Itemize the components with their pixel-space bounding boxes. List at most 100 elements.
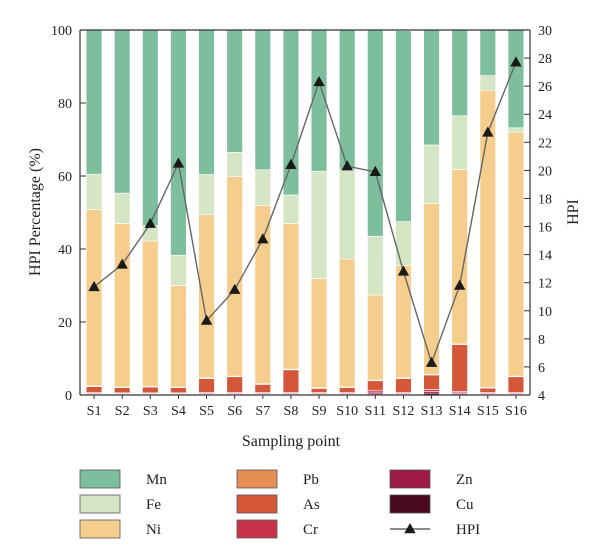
bar-fe-s15 [479, 75, 496, 91]
bar-fe-s6 [226, 151, 243, 177]
hpi-point-s7 [257, 233, 269, 244]
bar-as-s4 [170, 387, 187, 394]
bar-ni-s9 [310, 278, 328, 388]
bar-mn-s7 [254, 28, 271, 171]
y2-tick-label-18: 18 [538, 192, 552, 207]
legend-swatch-cr [236, 519, 278, 539]
bar-mn-s11 [367, 29, 384, 237]
bar-mn-s16 [507, 29, 525, 129]
axes-layer: 0 20 40 60 80 100 4 6 8 10 12 14 16 18 20 22 24 26 28 30 S1 S… [51, 24, 552, 419]
legend-swatch-fe [79, 494, 121, 514]
hpi-point-s10 [341, 160, 353, 171]
bar-fe-s2 [114, 192, 131, 224]
bar-as-s3 [142, 386, 159, 394]
legend-marker-hpi [404, 523, 416, 534]
legend: Mn Pb Zn Fe As Cu Ni Cr HPI [79, 469, 480, 539]
bar-as-s11 [367, 380, 384, 391]
bar-mn-s4 [170, 29, 187, 256]
hpi-point-s13 [425, 356, 438, 367]
bar-as-s7 [254, 384, 271, 393]
bar-ni-s12 [395, 265, 412, 379]
bar-fe-s3 [142, 225, 159, 242]
hpi-point-s12 [397, 265, 410, 276]
y2-tick-label-20: 20 [538, 164, 552, 179]
x-tick-label-s4: S4 [171, 404, 186, 419]
hpi-point-s2 [116, 258, 128, 269]
bar-as-s15 [479, 387, 496, 393]
hpi-point-s3 [144, 217, 157, 228]
x-tick-label-s14: S14 [449, 404, 471, 419]
legend-swatch-mn [79, 469, 121, 489]
bar-ni-s7 [254, 205, 271, 384]
bar-mn-s12 [395, 30, 412, 222]
x-tick-label-s5: S5 [199, 404, 214, 419]
bar-as-s10 [339, 387, 356, 393]
bar-as-s5 [198, 378, 215, 393]
hpi-point-s1 [88, 280, 100, 292]
hpi-point-s11 [369, 165, 382, 176]
x-tick-label-s8: S8 [284, 404, 299, 419]
bar-ni-s5 [198, 214, 215, 379]
y2-tick-label-6: 6 [538, 361, 545, 376]
y2-tick-label-30: 30 [538, 24, 552, 39]
bar-as-s14 [451, 344, 468, 392]
bar-ni-s8 [282, 223, 300, 370]
legend-swatch-as [236, 494, 278, 514]
bar-fe-s5 [198, 174, 215, 215]
bar-fe-s11 [367, 235, 384, 296]
y2-tick-label-22: 22 [538, 136, 552, 151]
x-tick-label-s13: S13 [421, 404, 443, 419]
x-tick-label-s11: S11 [365, 404, 386, 419]
bar-ni-s2 [114, 223, 131, 388]
x-tick-label-s10: S10 [336, 404, 358, 419]
bar-ni-s4 [170, 285, 187, 388]
y-tick-label-20: 20 [58, 316, 72, 331]
x-tick-label-s1: S1 [87, 404, 102, 419]
bar-mn-s1 [85, 29, 103, 175]
y2-tick-label-24: 24 [538, 108, 552, 123]
bar-as-s12 [395, 378, 412, 393]
bar-as-s9 [310, 388, 328, 393]
bar-ni-s11 [367, 294, 384, 381]
x-tick-label-s2: S2 [115, 404, 130, 419]
y-tick-label-80: 80 [58, 97, 72, 112]
legend-label-zn: Zn [456, 472, 473, 488]
y2-tick-label-26: 26 [538, 80, 552, 95]
y2-tick-label-14: 14 [538, 249, 552, 264]
y-tick-label-100: 100 [51, 24, 72, 39]
x-axis-title: Sampling point [242, 433, 341, 450]
bar-as-s1 [85, 386, 103, 393]
bar-fe-s4 [170, 254, 187, 286]
bar-mn-s14 [451, 29, 468, 117]
bar-fe-s14 [451, 115, 468, 170]
bar-mn-s2 [114, 29, 131, 194]
bar-mn-s5 [198, 29, 215, 175]
bar-fe-s9 [310, 170, 328, 279]
x-tick-label-s12: S12 [393, 404, 415, 419]
legend-swatch-pb [236, 469, 278, 489]
bar-as-s2 [114, 387, 131, 394]
legend-label-pb: Pb [303, 472, 319, 488]
legend-label-ni: Ni [146, 522, 161, 538]
bar-mn-s15 [479, 29, 496, 76]
bar-fe-s16 [507, 127, 525, 133]
hpi-line-layer [88, 56, 522, 367]
bar-ni-s10 [339, 258, 356, 388]
x-tick-label-s6: S6 [227, 404, 242, 419]
x-tick-label-s16: S16 [505, 404, 527, 419]
legend-swatch-ni [79, 519, 121, 539]
bars-layer [85, 28, 525, 396]
bar-ni-s16 [507, 131, 525, 377]
bar-fe-s7 [254, 169, 271, 206]
legend-label-mn: Mn [146, 472, 167, 488]
hpi-point-s8 [285, 158, 297, 169]
hpi-point-s16 [510, 56, 522, 67]
y2-axis-title: HPI [565, 199, 582, 225]
y2-tick-label-8: 8 [538, 333, 545, 348]
y2-tick-label-12: 12 [538, 277, 552, 292]
hpi-point-s5 [200, 314, 213, 325]
x-tick-label-s15: S15 [477, 404, 499, 419]
bar-as-s6 [226, 376, 243, 393]
bar-mn-s8 [282, 29, 300, 196]
